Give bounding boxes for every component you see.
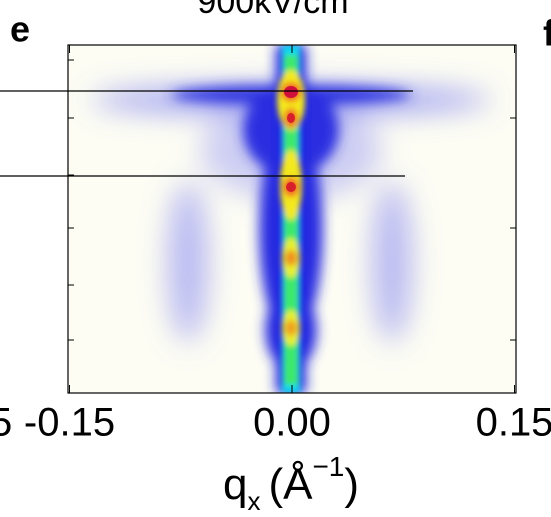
- chart-title: 900kV/cm: [197, 0, 348, 21]
- x-axis-label: qx (Å−1): [223, 451, 359, 515]
- clipped-tick-label: 5: [0, 401, 12, 445]
- x-label-sub: x: [247, 486, 260, 516]
- x-tick-label: 0.15: [476, 401, 551, 445]
- peak: [286, 182, 296, 192]
- x-label-sup: −1: [312, 451, 344, 482]
- x-tick-label: -0.15: [24, 401, 115, 445]
- x-label-symbol: q: [223, 460, 247, 509]
- x-label-open: (Å: [268, 460, 313, 509]
- heatmap: [68, 45, 516, 393]
- peak: [287, 113, 295, 123]
- x-label-close: ): [344, 460, 359, 509]
- x-tick-label: 0.00: [253, 401, 331, 445]
- peak: [284, 86, 298, 98]
- panel-label: f: [543, 13, 551, 54]
- panel-label: e: [10, 9, 30, 50]
- y-minor-ticks: [68, 59, 516, 341]
